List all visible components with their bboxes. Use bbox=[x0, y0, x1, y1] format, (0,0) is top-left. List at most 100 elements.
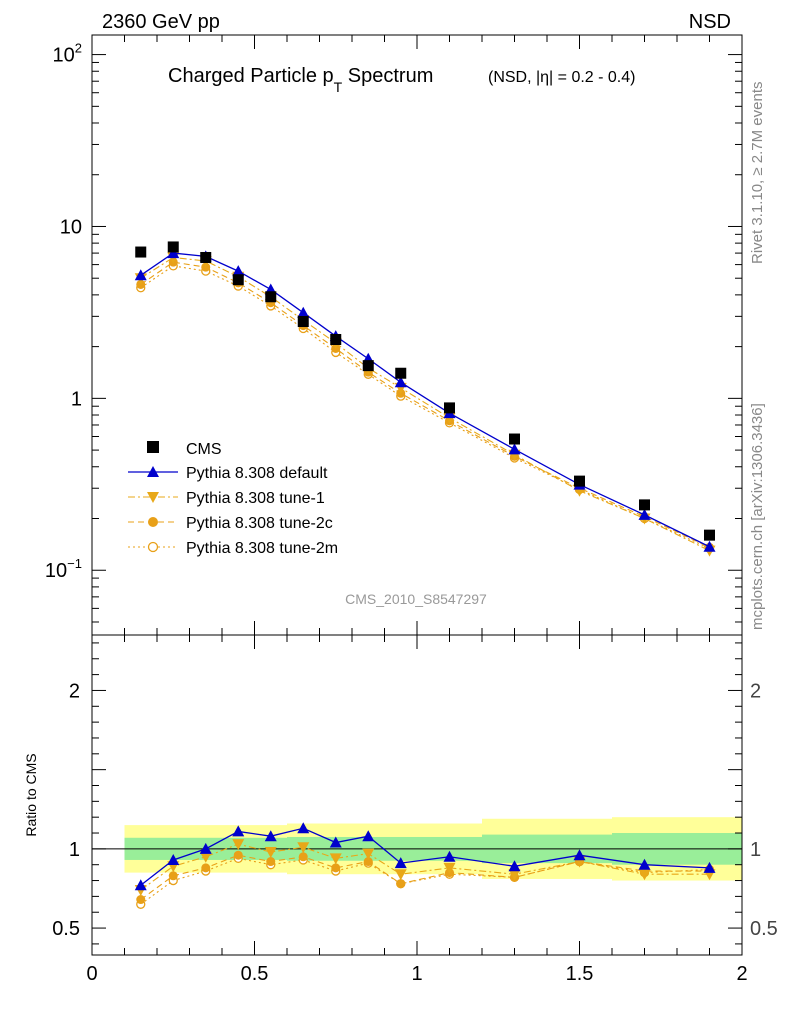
main-y-tick-label-base-0: 10 bbox=[53, 45, 75, 67]
ratio-y-tick-label-2: 2 bbox=[69, 680, 80, 702]
x-tick-label-0: 0 bbox=[86, 963, 97, 985]
point-pythia-8-308-default-10 bbox=[508, 860, 521, 872]
point-pythia-8-308-tune-1-7 bbox=[362, 848, 375, 860]
chart-title-main: Charged Particle p bbox=[168, 65, 334, 87]
rivet-label: Rivet 3.1.10, ≥ 2.7M events bbox=[749, 82, 766, 265]
point-pythia-8-308-tune-2c-0 bbox=[136, 279, 146, 289]
point-pythia-8-308-tune-2c-4 bbox=[266, 857, 276, 867]
process-label: NSD bbox=[689, 11, 731, 33]
legend-entry-default: Pythia 8.308 default bbox=[128, 465, 328, 482]
legend-entry-cms: CMS bbox=[147, 441, 222, 458]
point-cms-13 bbox=[704, 529, 715, 541]
point-pythia-8-308-default-5 bbox=[297, 306, 310, 318]
point-pythia-8-308-tune-1-3 bbox=[232, 839, 245, 851]
point-cms-2 bbox=[200, 251, 212, 263]
point-pythia-8-308-default-11 bbox=[573, 849, 586, 861]
ratio-panel: 0.5 0.5 1 1 2 2 0 0.5 1 1.5 2 Ratio to CMS bbox=[23, 634, 778, 985]
point-pythia-8-308-default-2 bbox=[199, 842, 212, 854]
point-cms-0 bbox=[135, 246, 147, 258]
point-pythia-8-308-tune-2c-8 bbox=[396, 879, 406, 889]
ratio-y-tick-label-right-0: 0.5 bbox=[750, 918, 778, 940]
main-y-tick-label-exp-0: 2 bbox=[75, 41, 82, 56]
main-line-pythia-8-308-tune-1 bbox=[140, 256, 710, 552]
legend-marker-cms bbox=[147, 441, 159, 453]
ratio-series-group bbox=[134, 822, 716, 909]
point-pythia-8-308-default-0 bbox=[134, 879, 147, 891]
main-y-tick-label-3: 10−1 bbox=[45, 556, 82, 582]
point-cms-1 bbox=[167, 241, 179, 253]
point-pythia-8-308-default-5 bbox=[297, 822, 310, 834]
point-pythia-8-308-default-1 bbox=[167, 247, 180, 259]
ratio-y-tick-label-right-2: 2 bbox=[750, 680, 761, 702]
point-pythia-8-308-tune-2c-5 bbox=[298, 852, 308, 862]
x-tick-label-4: 2 bbox=[736, 963, 747, 985]
ratio-line-pythia-8-308-default bbox=[140, 827, 710, 886]
energy-label: 2360 GeV pp bbox=[102, 11, 220, 33]
legend-label-tune-2c: Pythia 8.308 tune-2c bbox=[186, 515, 333, 532]
point-cms-10 bbox=[509, 433, 520, 445]
chart-title: Charged Particle pT Spectrum bbox=[168, 65, 433, 95]
legend-marker-tune-2m bbox=[147, 541, 159, 553]
analysis-label: CMS_2010_S8547297 bbox=[345, 591, 487, 607]
chart-title-tail: Spectrum bbox=[342, 65, 433, 87]
main-y-tick-label-2: 1 bbox=[71, 388, 82, 410]
point-pythia-8-308-default-4 bbox=[264, 830, 277, 842]
legend: CMS Pythia 8.308 default Pythia 8.308 tu… bbox=[128, 441, 338, 557]
x-tick-label-3: 1.5 bbox=[566, 963, 594, 985]
point-cms-8 bbox=[395, 367, 407, 379]
legend-label-tune-1: Pythia 8.308 tune-1 bbox=[186, 490, 325, 507]
point-cms-11 bbox=[574, 475, 585, 487]
main-y-tick-label-exp-3: −1 bbox=[67, 556, 82, 571]
ratio-axes: 0.5 0.5 1 1 2 2 0 0.5 1 1.5 2 bbox=[52, 635, 778, 985]
point-pythia-8-308-tune-1-6 bbox=[329, 853, 342, 865]
point-cms-3 bbox=[232, 274, 244, 286]
legend-marker-tune-1 bbox=[147, 492, 159, 503]
mcplots-label: mcplots.cern.ch [arXiv:1306.3436] bbox=[749, 403, 766, 630]
point-pythia-8-308-default-0 bbox=[134, 269, 147, 281]
point-pythia-8-308-tune-1-9 bbox=[443, 862, 456, 874]
legend-entry-tune-1: Pythia 8.308 tune-1 bbox=[128, 490, 325, 507]
point-pythia-8-308-tune-2c-3 bbox=[233, 850, 243, 860]
ratio-line-pythia-8-308-tune-1 bbox=[140, 843, 710, 891]
legend-entry-tune-2m: Pythia 8.308 tune-2m bbox=[128, 540, 338, 557]
main-y-tick-label-1: 10 bbox=[60, 216, 82, 238]
x-tick-label-1: 0.5 bbox=[241, 963, 269, 985]
point-pythia-8-308-default-3 bbox=[232, 265, 245, 277]
chart-title-subscript: T bbox=[334, 79, 343, 95]
point-pythia-8-308-default-8 bbox=[394, 857, 407, 869]
main-plot-frame bbox=[92, 35, 742, 635]
point-pythia-8-308-tune-1-8 bbox=[394, 869, 407, 881]
point-cms-6 bbox=[330, 333, 342, 345]
point-cms-5 bbox=[297, 315, 309, 327]
ratio-y-tick-label-0: 0.5 bbox=[52, 918, 80, 940]
legend-marker-default bbox=[147, 466, 159, 477]
main-series-group bbox=[134, 241, 716, 557]
point-pythia-8-308-default-6 bbox=[329, 836, 342, 848]
point-pythia-8-308-default-12 bbox=[638, 858, 651, 870]
point-pythia-8-308-tune-1-5 bbox=[297, 842, 310, 854]
point-pythia-8-308-tune-1-4 bbox=[264, 847, 277, 859]
legend-label-cms: CMS bbox=[186, 441, 222, 458]
legend-label-default: Pythia 8.308 default bbox=[186, 465, 328, 482]
point-pythia-8-308-default-13 bbox=[703, 540, 716, 552]
main-line-pythia-8-308-tune-2c bbox=[140, 261, 710, 548]
ratio-y-tick-label-right-1: 1 bbox=[750, 839, 761, 861]
point-cms-7 bbox=[362, 360, 374, 372]
chart-title-extra: (NSD, |η| = 0.2 - 0.4) bbox=[488, 69, 635, 86]
legend-entry-tune-2c: Pythia 8.308 tune-2c bbox=[128, 515, 333, 532]
x-tick-label-2: 1 bbox=[411, 963, 422, 985]
main-y-tick-label-base-3: 10 bbox=[45, 560, 67, 582]
point-pythia-8-308-tune-1-12 bbox=[638, 869, 651, 881]
point-cms-4 bbox=[265, 291, 277, 303]
point-pythia-8-308-default-3 bbox=[232, 825, 245, 837]
ratio-y-tick-label-1: 1 bbox=[69, 839, 80, 861]
main-line-pythia-8-308-tune-2m bbox=[140, 265, 710, 549]
point-cms-9 bbox=[444, 402, 455, 414]
point-pythia-8-308-default-10 bbox=[508, 443, 521, 455]
point-pythia-8-308-default-9 bbox=[443, 850, 456, 862]
legend-marker-tune-2c bbox=[148, 517, 158, 527]
point-pythia-8-308-tune-2c-7 bbox=[363, 857, 373, 867]
point-pythia-8-308-tune-1-10 bbox=[508, 869, 521, 881]
